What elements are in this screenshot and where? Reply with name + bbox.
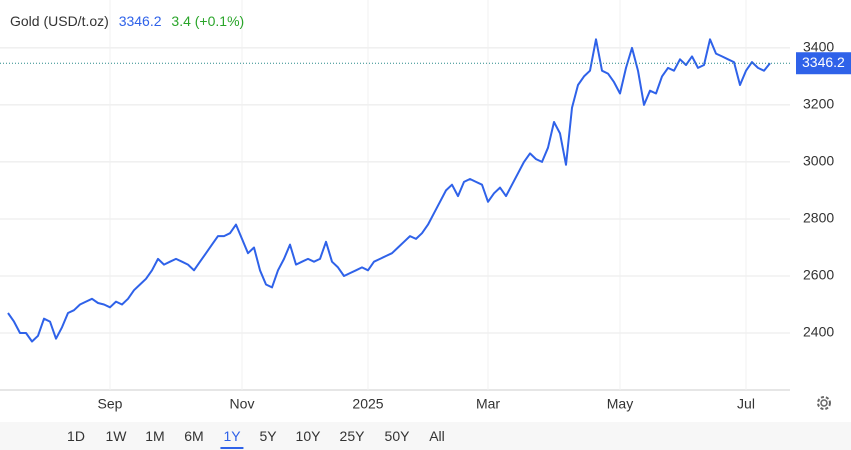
y-tick-label: 3400 bbox=[803, 39, 834, 55]
last-price-label: 3346.2 bbox=[802, 54, 845, 70]
range-button[interactable]: 50Y bbox=[384, 428, 410, 444]
chart: 2400 2600 2800 3000 3200 3400 Sep Nov 2025 Mar May… bbox=[0, 0, 851, 412]
header: Gold (USD/t.oz) 3346.2 3.4 (+0.1%) bbox=[10, 13, 250, 29]
range-button[interactable]: 1M bbox=[145, 428, 165, 444]
x-tick-label: May bbox=[607, 396, 633, 412]
y-tick-label: 2600 bbox=[803, 267, 834, 283]
price-line bbox=[7, 38, 771, 343]
x-tick-label: Mar bbox=[476, 396, 500, 412]
change: 3.4 (+0.1%) bbox=[171, 13, 245, 29]
settings-icon[interactable] bbox=[817, 396, 831, 410]
y-tick-label: 2400 bbox=[803, 324, 834, 340]
y-tick-label: 2800 bbox=[803, 210, 834, 226]
x-tick-label: Jul bbox=[737, 396, 755, 412]
chart-title: Gold (USD/t.oz) bbox=[10, 13, 109, 29]
x-tick-label: Nov bbox=[230, 396, 255, 412]
last-price-box bbox=[796, 52, 851, 75]
range-bar: 1D 1W 1M 6M 1Y 5Y 10Y 25Y 50Y All bbox=[0, 422, 851, 450]
range-button[interactable]: All bbox=[429, 428, 445, 444]
range-button[interactable]: 6M bbox=[184, 428, 204, 444]
x-tick-label: Sep bbox=[98, 396, 123, 412]
y-tick-label: 3200 bbox=[803, 96, 834, 112]
range-button[interactable]: 1Y bbox=[220, 428, 244, 449]
range-button[interactable]: 5Y bbox=[259, 428, 277, 444]
x-tick-label: 2025 bbox=[352, 396, 383, 412]
range-button[interactable]: 10Y bbox=[295, 428, 321, 444]
range-button[interactable]: 1W bbox=[105, 428, 127, 444]
range-button[interactable]: 25Y bbox=[339, 428, 365, 444]
y-tick-label: 3000 bbox=[803, 153, 834, 169]
price: 3346.2 bbox=[118, 13, 162, 29]
range-button[interactable]: 1D bbox=[67, 428, 85, 444]
